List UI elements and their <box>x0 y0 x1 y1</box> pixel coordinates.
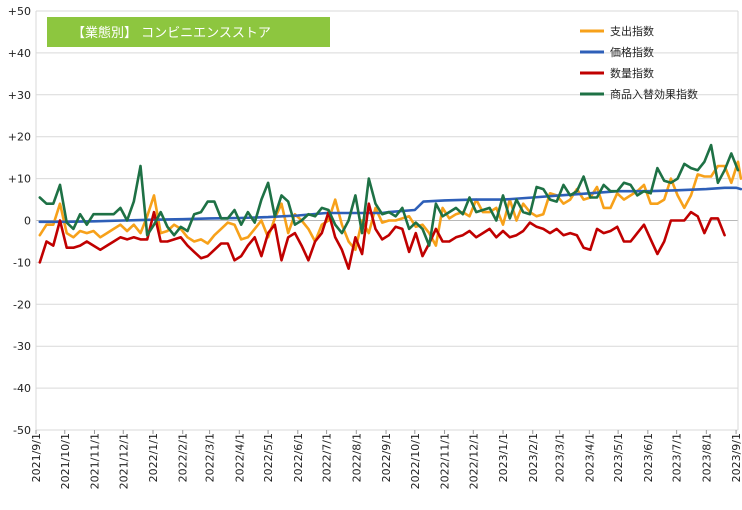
x-tick-label: 2023/6/1 <box>642 433 655 482</box>
legend-label-3: 商品入替効果指数 <box>610 87 698 101</box>
y-tick-label: +50 <box>8 5 31 18</box>
x-tick-label: 2023/3/1 <box>554 433 567 482</box>
y-tick-label: -50 <box>13 424 31 437</box>
chart-title-background <box>47 17 330 47</box>
x-tick-label: 2022/4/1 <box>233 433 246 482</box>
gridlines <box>35 10 739 431</box>
x-tick-label: 2021/9/1 <box>30 433 43 482</box>
y-tick-label: -40 <box>13 382 31 395</box>
x-tick-label: 2023/9/1 <box>730 433 742 482</box>
x-tick-label: 2023/5/1 <box>612 433 625 482</box>
legend-label-2: 数量指数 <box>610 66 654 80</box>
legend-label-1: 価格指数 <box>610 45 654 59</box>
x-tick-label: 2021/12/1 <box>117 433 130 489</box>
y-tick-label: 0 <box>24 215 31 228</box>
series-line-0 <box>38 160 742 252</box>
y-tick-label: -30 <box>13 340 31 353</box>
x-tick-label: 2022/5/1 <box>262 433 275 482</box>
x-tick-label: 2022/9/1 <box>380 433 393 482</box>
x-tick-label: 2022/10/1 <box>409 433 422 489</box>
x-tick-label: 2021/11/1 <box>89 433 102 489</box>
series-lines <box>38 143 742 271</box>
x-tick-label: 2023/7/1 <box>671 433 684 482</box>
series-line-3 <box>38 143 740 247</box>
x-tick-label: 2022/12/1 <box>467 433 480 489</box>
chart-title-box: 【業態別】 コンビニエンスストア <box>47 17 330 47</box>
y-tick-label: +30 <box>8 89 31 102</box>
x-tick-label: 2022/2/1 <box>177 433 190 482</box>
y-tick-label: +20 <box>8 131 31 144</box>
y-axis-ticks: +50 +40 +30 +20 +10 0 -10 -20 -30 -40 -50 <box>8 5 31 437</box>
x-tick-label: 2022/7/1 <box>321 433 334 482</box>
x-tick-label: 2023/1/1 <box>497 433 510 482</box>
y-tick-label: -20 <box>13 298 31 311</box>
x-tick-label: 2023/4/1 <box>583 433 596 482</box>
x-tick-label: 2021/10/1 <box>59 433 72 489</box>
legend-label-0: 支出指数 <box>610 24 654 38</box>
x-tick-label: 2023/2/1 <box>527 433 540 482</box>
y-tick-label: +40 <box>8 47 31 60</box>
x-tick-label: 2022/1/1 <box>147 433 160 482</box>
y-tick-label: -10 <box>13 256 31 269</box>
x-tick-label: 2023/8/1 <box>700 433 713 482</box>
chart-title: 【業態別】 コンビニエンスストア <box>72 25 271 41</box>
x-axis-ticks: 2021/9/1 2021/10/1 2021/11/1 2021/12/1 2022/… <box>30 430 742 489</box>
x-tick-label: 2022/6/1 <box>292 433 305 482</box>
series-line-1 <box>38 186 742 224</box>
x-tick-label: 2022/8/1 <box>350 433 363 482</box>
y-tick-label: +10 <box>8 173 31 186</box>
x-tick-label: 2022/11/1 <box>439 433 452 489</box>
x-tick-label: 2022/3/1 <box>204 433 217 482</box>
series-line-2 <box>38 202 726 271</box>
